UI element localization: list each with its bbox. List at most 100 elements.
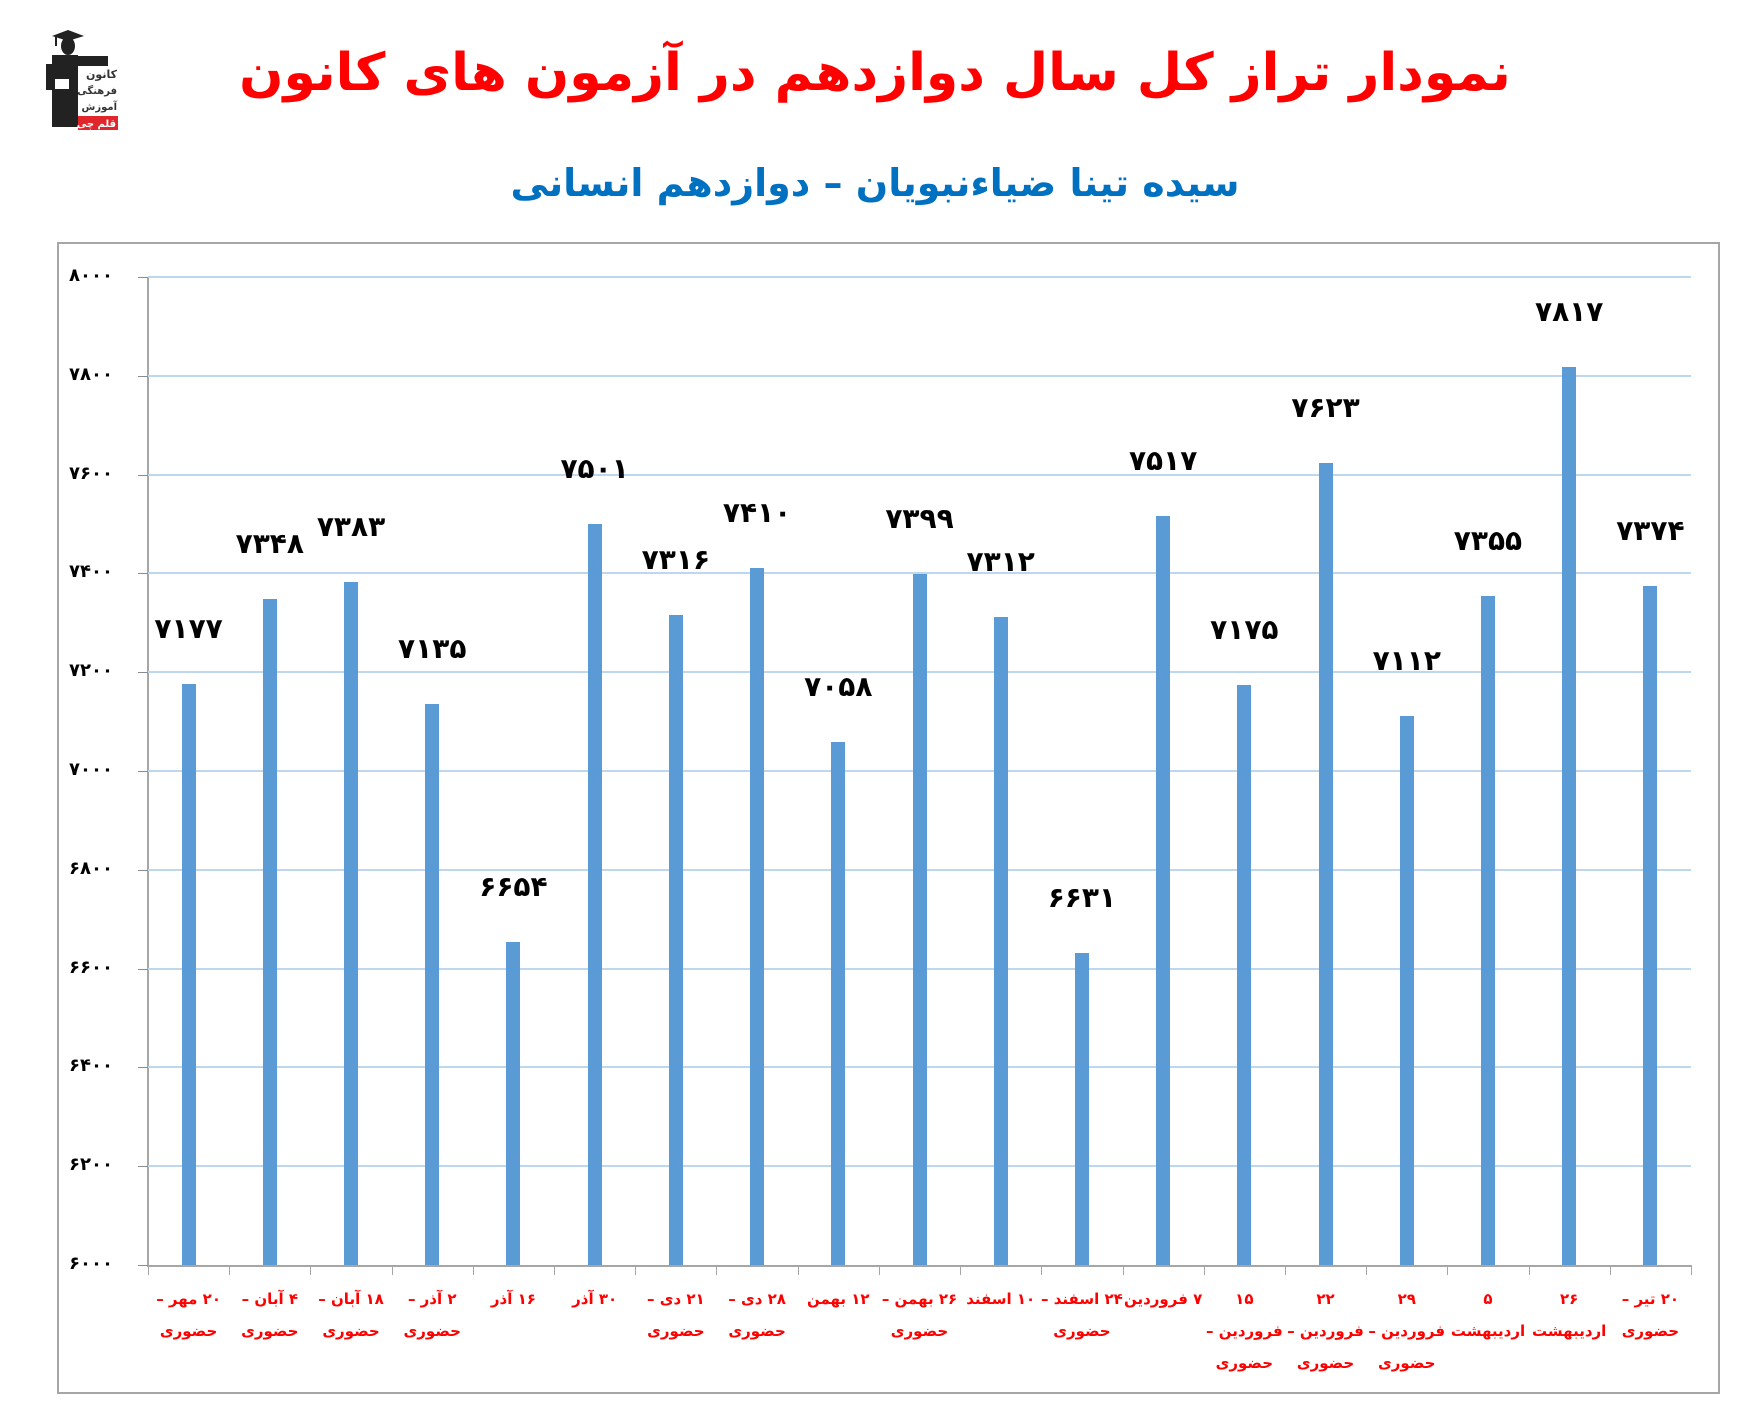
bar[interactable] (912, 573, 927, 1265)
bar[interactable] (506, 941, 521, 1265)
data-label: ۷۱۷۷ (154, 611, 223, 645)
x-tick (1528, 1265, 1530, 1275)
gridline (148, 572, 1691, 575)
x-category-label: ۱۵ فروردین – حضوری (1205, 1290, 1283, 1372)
y-tick (138, 771, 148, 772)
x-tick (1366, 1265, 1368, 1275)
y-tick (138, 968, 148, 970)
y-tick-label: ۶۲۰۰ (69, 1154, 113, 1176)
bar[interactable] (1643, 586, 1658, 1265)
data-label: ۷۱۷۵ (1210, 612, 1279, 646)
data-label: ۷۵۰۱ (560, 451, 629, 485)
bar[interactable] (993, 616, 1008, 1265)
data-label: ۷۳۹۹ (885, 501, 954, 535)
x-tick (229, 1265, 231, 1275)
bar[interactable] (1156, 515, 1171, 1265)
bar[interactable] (181, 683, 196, 1265)
x-tick (635, 1265, 637, 1275)
x-tick (310, 1265, 312, 1275)
y-tick-label: ۷۴۰۰ (69, 561, 113, 583)
x-tick (1447, 1265, 1449, 1275)
plot-area: ۶۰۰۰ ۶۲۰۰ ۶۴۰۰ ۶۶۰۰ ۶۸۰۰ ۷۰۰۰ ۷۲۰۰ ۷۴۰۰ ۷۶۰۰ ۷۸۰۰… (69, 265, 1692, 1372)
chart-frame (57, 242, 1720, 1394)
x-category-label: ۲۰ مهر – حضوری (156, 1290, 221, 1340)
data-label: ۷۱۱۲ (1372, 643, 1441, 677)
x-category-label: ۱۰ اسفند (966, 1290, 1036, 1308)
x-category-label: ۱۶ آذر (490, 1290, 536, 1308)
x-category-label: ۴ آبان – حضوری (241, 1290, 299, 1340)
y-tick-label: ۷۶۰۰ (69, 462, 113, 484)
y-axis (147, 277, 149, 1267)
x-category-label: ۲ آذر – حضوری (403, 1290, 461, 1340)
bar[interactable] (587, 523, 602, 1265)
bar[interactable] (1480, 595, 1495, 1265)
bar[interactable] (1074, 953, 1089, 1265)
y-tick (138, 672, 148, 674)
bar[interactable] (1237, 684, 1252, 1265)
y-tick (138, 1265, 148, 1266)
x-category-label: ۷ فروردین (1123, 1290, 1203, 1308)
bar[interactable] (1399, 715, 1414, 1265)
bar[interactable] (344, 581, 359, 1265)
data-label: ۷۵۱۷ (1128, 443, 1198, 477)
bar[interactable] (668, 614, 683, 1265)
data-label: ۷۸۱۷ (1534, 295, 1604, 329)
y-tick-label: ۶۴۰۰ (69, 1055, 113, 1077)
bar[interactable] (831, 742, 846, 1265)
x-category-label: ۵ اردیبهشت (1450, 1290, 1526, 1340)
x-tick (472, 1265, 474, 1275)
data-label: ۷۰۵۸ (804, 670, 873, 704)
bar[interactable] (262, 599, 277, 1265)
data-label: ۷۳۸۳ (316, 509, 386, 543)
x-category-label: ۱۸ آبان – حضوری (318, 1290, 384, 1340)
y-tick-label: ۶۰۰۰ (69, 1253, 113, 1274)
data-label: ۷۳۴۸ (235, 527, 304, 561)
data-label: ۶۶۳۱ (1047, 881, 1117, 915)
data-label: ۷۱۳۵ (398, 632, 467, 666)
x-category-label: ۲۶ اردیبهشت (1532, 1290, 1607, 1340)
bar[interactable] (750, 568, 765, 1265)
x-axis (148, 1265, 1691, 1267)
x-category-label: ۱۲ بهمن (806, 1290, 870, 1308)
x-tick (878, 1265, 880, 1275)
bar[interactable] (1318, 463, 1333, 1265)
gridline (148, 473, 1691, 476)
x-category-label: ۲۲ فروردین – حضوری (1287, 1290, 1364, 1372)
x-tick (1284, 1265, 1286, 1275)
logo-line-2: فرهنگی (77, 84, 117, 97)
x-tick (1041, 1265, 1043, 1275)
y-tick (138, 1067, 148, 1069)
bar[interactable] (425, 704, 440, 1265)
logo-line-1: کانون (86, 68, 118, 81)
x-category-label: ۲۹ فروردین – حضوری (1368, 1290, 1446, 1372)
y-tick-label: ۶۸۰۰ (69, 857, 113, 879)
data-label: ۷۶۲۳ (1291, 391, 1360, 425)
y-tick-label: ۶۶۰۰ (69, 956, 113, 978)
x-tick (391, 1265, 393, 1275)
bar[interactable] (1562, 367, 1577, 1265)
data-label: ۷۳۵۵ (1453, 523, 1523, 557)
y-tick (138, 573, 148, 575)
x-tick (716, 1265, 718, 1275)
chart-title: نمودار تراز کل سال دوازدهم در آزمون های … (239, 43, 1511, 103)
y-tick (138, 474, 148, 476)
x-category-label: ۲۴ اسفند – حضوری (1041, 1290, 1123, 1340)
y-tick-label: ۷۲۰۰ (69, 660, 113, 682)
data-label: ۷۳۱۶ (641, 542, 711, 576)
graduate-logo-icon: کانون فرهنگی آموزش قلم چی (46, 30, 118, 130)
y-tick (138, 869, 148, 871)
logo-line-3: آموزش (82, 100, 118, 113)
y-tick-label: ۸۰۰۰ (69, 265, 113, 286)
x-category-label: ۲۸ دی – حضوری (728, 1290, 786, 1340)
y-tick-label: ۷۰۰۰ (69, 759, 113, 780)
y-tick (138, 375, 148, 377)
chart-subtitle: سیده تینا ضیاءنبویان – دوازدهم انسانی (510, 161, 1240, 205)
data-label: ۷۳۱۲ (966, 544, 1035, 578)
x-tick (1609, 1265, 1611, 1275)
x-category-label: ۲۰ تیر – حضوری (1621, 1290, 1680, 1340)
x-tick (797, 1265, 799, 1275)
x-category-label: ۲۱ دی – حضوری (647, 1290, 705, 1340)
logo-line-4: قلم چی (77, 119, 116, 130)
y-tick (138, 1166, 148, 1168)
x-category-label: ۳۰ آذر (572, 1290, 618, 1308)
